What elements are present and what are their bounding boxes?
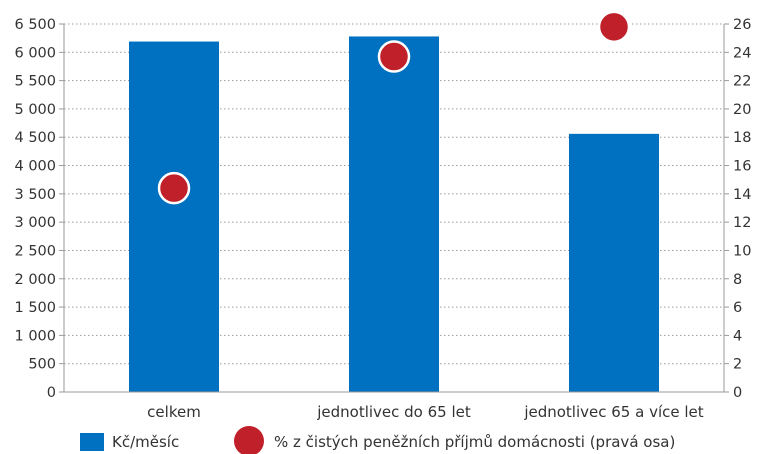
left-tick-label: 3 500 [14, 187, 56, 203]
left-tick-label: 4 000 [14, 159, 56, 175]
left-axis-ticks: 0 500 1 000 1 500 2 000 2 500 3 000 3 500 4 000 4… [14, 17, 64, 401]
right-tick-label: 4 [733, 328, 742, 344]
left-tick-label: 500 [28, 357, 56, 373]
right-tick-label: 16 [733, 159, 751, 175]
right-tick-label: 24 [733, 45, 751, 61]
right-tick-label: 20 [733, 102, 751, 118]
right-tick-label: 18 [733, 130, 751, 146]
category-label: jednotlivec 65 a více let [523, 403, 703, 421]
bar-series [129, 36, 659, 392]
right-tick-label: 10 [733, 243, 751, 259]
marker-point [377, 40, 411, 73]
left-tick-label: 4 500 [14, 130, 56, 146]
right-tick-label: 6 [733, 300, 742, 316]
left-tick-label: 2 000 [14, 272, 56, 288]
right-tick-label: 26 [733, 17, 751, 33]
legend-label-marker: % z čistých peněžních příjmů domácnosti … [274, 433, 675, 451]
right-tick-label: 22 [733, 74, 751, 90]
bar [129, 41, 219, 392]
category-label: celkem [147, 403, 201, 421]
left-tick-label: 6 000 [14, 45, 56, 61]
left-tick-label: 5 500 [14, 74, 56, 90]
marker-series [157, 10, 631, 205]
legend-label-bar: Kč/měsíc [112, 433, 179, 451]
left-tick-label: 1 500 [14, 300, 56, 316]
left-tick-label: 3 000 [14, 215, 56, 231]
category-label: jednotlivec do 65 let [316, 403, 471, 421]
right-tick-label: 14 [733, 187, 751, 203]
legend-swatch-bar [80, 433, 104, 451]
marker-point [157, 171, 191, 205]
marker-point [597, 10, 631, 44]
right-tick-label: 2 [733, 357, 742, 373]
right-tick-label: 0 [733, 385, 742, 401]
legend: Kč/měsíc % z čistých peněžních příjmů do… [80, 426, 675, 454]
bar [349, 36, 439, 392]
legend-swatch-marker [234, 426, 264, 454]
right-tick-label: 12 [733, 215, 751, 231]
left-tick-label: 5 000 [14, 102, 56, 118]
bar [569, 133, 659, 392]
right-tick-label: 8 [733, 272, 742, 288]
left-tick-label: 2 500 [14, 243, 56, 259]
left-tick-label: 1 000 [14, 328, 56, 344]
category-labels: celkem jednotlivec do 65 let jednotlivec 6… [147, 403, 704, 421]
left-tick-label: 0 [47, 385, 56, 401]
left-tick-label: 6 500 [14, 17, 56, 33]
